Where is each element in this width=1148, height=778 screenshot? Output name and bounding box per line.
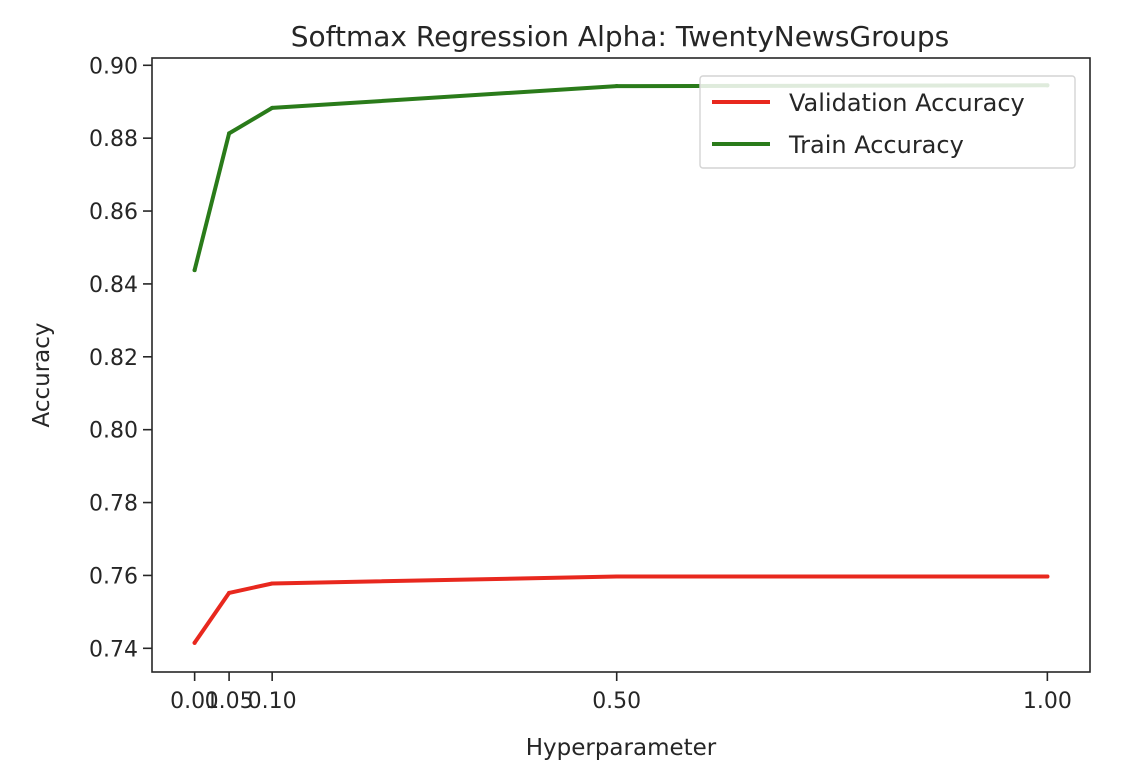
x-tick-label: 1.00 [1023, 689, 1072, 714]
series-line-validation [192, 574, 1050, 645]
y-axis: 0.74 0.76 0.78 0.80 0.82 0.84 0.86 0.88 0.90 [89, 54, 152, 662]
data-point [1045, 574, 1050, 579]
y-tick-label: 0.82 [89, 346, 138, 371]
y-tick-label: 0.80 [89, 419, 138, 444]
data-point [614, 574, 619, 579]
y-tick-label: 0.74 [89, 637, 138, 662]
data-point [192, 268, 197, 273]
x-tick-label: 0.01 [170, 689, 219, 714]
chart-title: Softmax Regression Alpha: TwentyNewsGrou… [291, 20, 950, 53]
data-point [614, 84, 619, 89]
data-point [192, 640, 197, 645]
legend: Validation Accuracy Train Accuracy [699, 75, 1076, 169]
data-point [270, 105, 275, 110]
y-tick-label: 0.76 [89, 564, 138, 589]
y-tick-label: 0.78 [89, 492, 138, 517]
data-point [227, 131, 232, 136]
x-axis: 0.010.050.10 0.50 1.00 [170, 672, 1072, 714]
legend-box [699, 75, 1076, 169]
x-tick-label: 0.10 [248, 689, 297, 714]
y-tick-label: 0.84 [89, 273, 138, 298]
data-point [227, 590, 232, 595]
y-tick-label: 0.86 [89, 200, 138, 225]
legend-label: Validation Accuracy [789, 89, 1025, 117]
y-axis-title: Accuracy [29, 322, 55, 427]
plot-frame [151, 57, 1091, 673]
legend-label: Train Accuracy [788, 131, 964, 159]
x-tick-label: 0.50 [592, 689, 641, 714]
y-tick-label: 0.90 [89, 54, 138, 79]
x-axis-title: Hyperparameter [526, 735, 717, 761]
x-tick-label: 0.05 [205, 689, 254, 714]
plot-area [151, 57, 1091, 673]
y-tick-label: 0.88 [89, 127, 138, 152]
data-point [270, 581, 275, 586]
